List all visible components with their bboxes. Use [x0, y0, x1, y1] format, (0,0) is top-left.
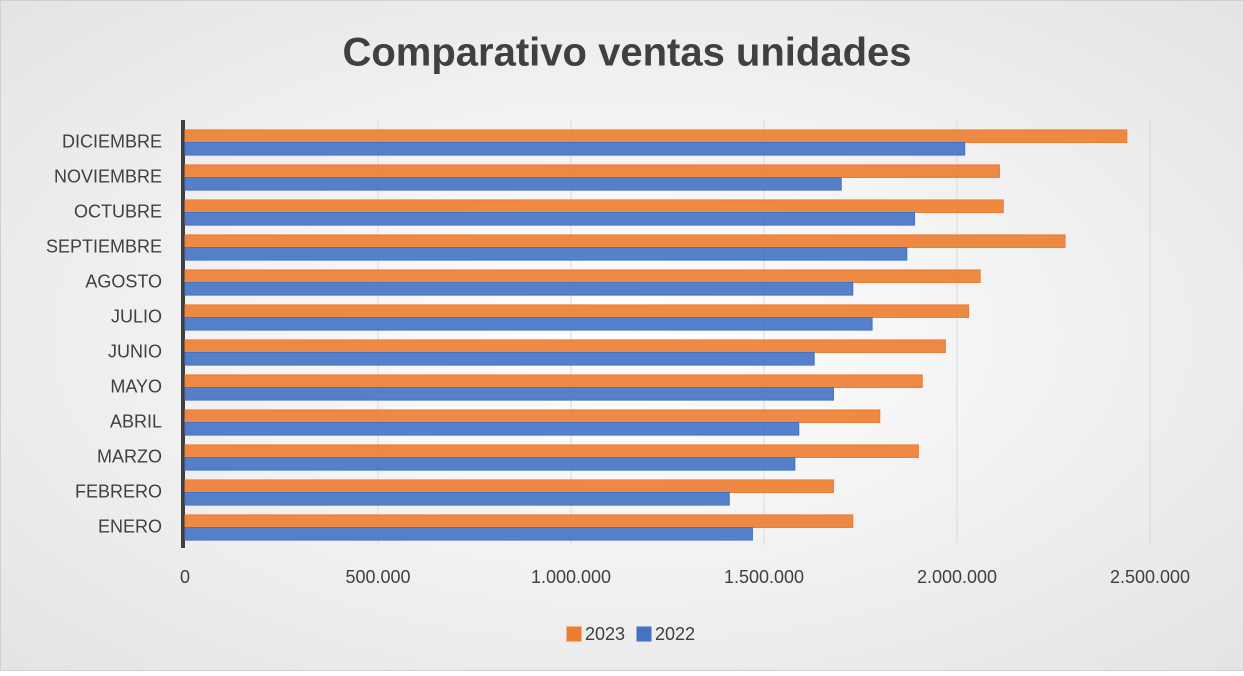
y-tick-label: FEBRERO	[75, 481, 162, 501]
bar	[184, 387, 834, 401]
bar	[184, 269, 981, 283]
bar	[184, 234, 1066, 248]
bar	[184, 304, 970, 318]
y-tick-label: MARZO	[97, 446, 162, 466]
x-tick-label: 2.000.000	[917, 567, 997, 587]
bar	[184, 199, 1004, 213]
y-tick-label: SEPTIEMBRE	[46, 236, 162, 256]
bar	[184, 129, 1128, 143]
y-tick-label: MAYO	[110, 376, 162, 396]
bar	[184, 164, 1000, 178]
y-tick-label: NOVIEMBRE	[54, 166, 162, 186]
y-tick-label: OCTUBRE	[74, 201, 162, 221]
bar	[184, 142, 966, 156]
y-tick-label: ABRIL	[110, 411, 162, 431]
bar	[184, 527, 753, 541]
x-tick-label: 2.500.000	[1110, 567, 1190, 587]
bar	[184, 409, 881, 423]
x-tick-label: 0	[180, 567, 190, 587]
legend-label: 2022	[655, 624, 695, 644]
bar	[184, 514, 854, 529]
y-tick-label: JULIO	[111, 306, 162, 326]
x-tick-label: 1.000.000	[531, 567, 611, 587]
bar	[184, 317, 873, 331]
y-tick-label: DICIEMBRE	[62, 131, 162, 151]
legend-swatch	[566, 626, 582, 642]
bar	[184, 177, 842, 191]
bar	[184, 247, 908, 261]
bar	[184, 457, 796, 471]
y-tick-label: AGOSTO	[85, 271, 162, 291]
bar	[184, 374, 923, 388]
legend-swatch	[636, 626, 652, 642]
bar	[184, 444, 919, 458]
bar	[184, 492, 730, 506]
x-tick-label: 500.000	[345, 567, 410, 587]
chart-title: Comparativo ventas unidades	[342, 31, 911, 75]
bar	[184, 339, 946, 353]
y-tick-label: JUNIO	[108, 341, 162, 361]
bar	[184, 422, 800, 436]
bar	[184, 479, 834, 493]
legend-label: 2023	[585, 624, 625, 644]
bar	[184, 282, 854, 296]
x-tick-label: 1.500.000	[724, 567, 804, 587]
y-tick-label: ENERO	[98, 516, 162, 536]
bar	[184, 212, 916, 226]
bar	[184, 352, 815, 366]
